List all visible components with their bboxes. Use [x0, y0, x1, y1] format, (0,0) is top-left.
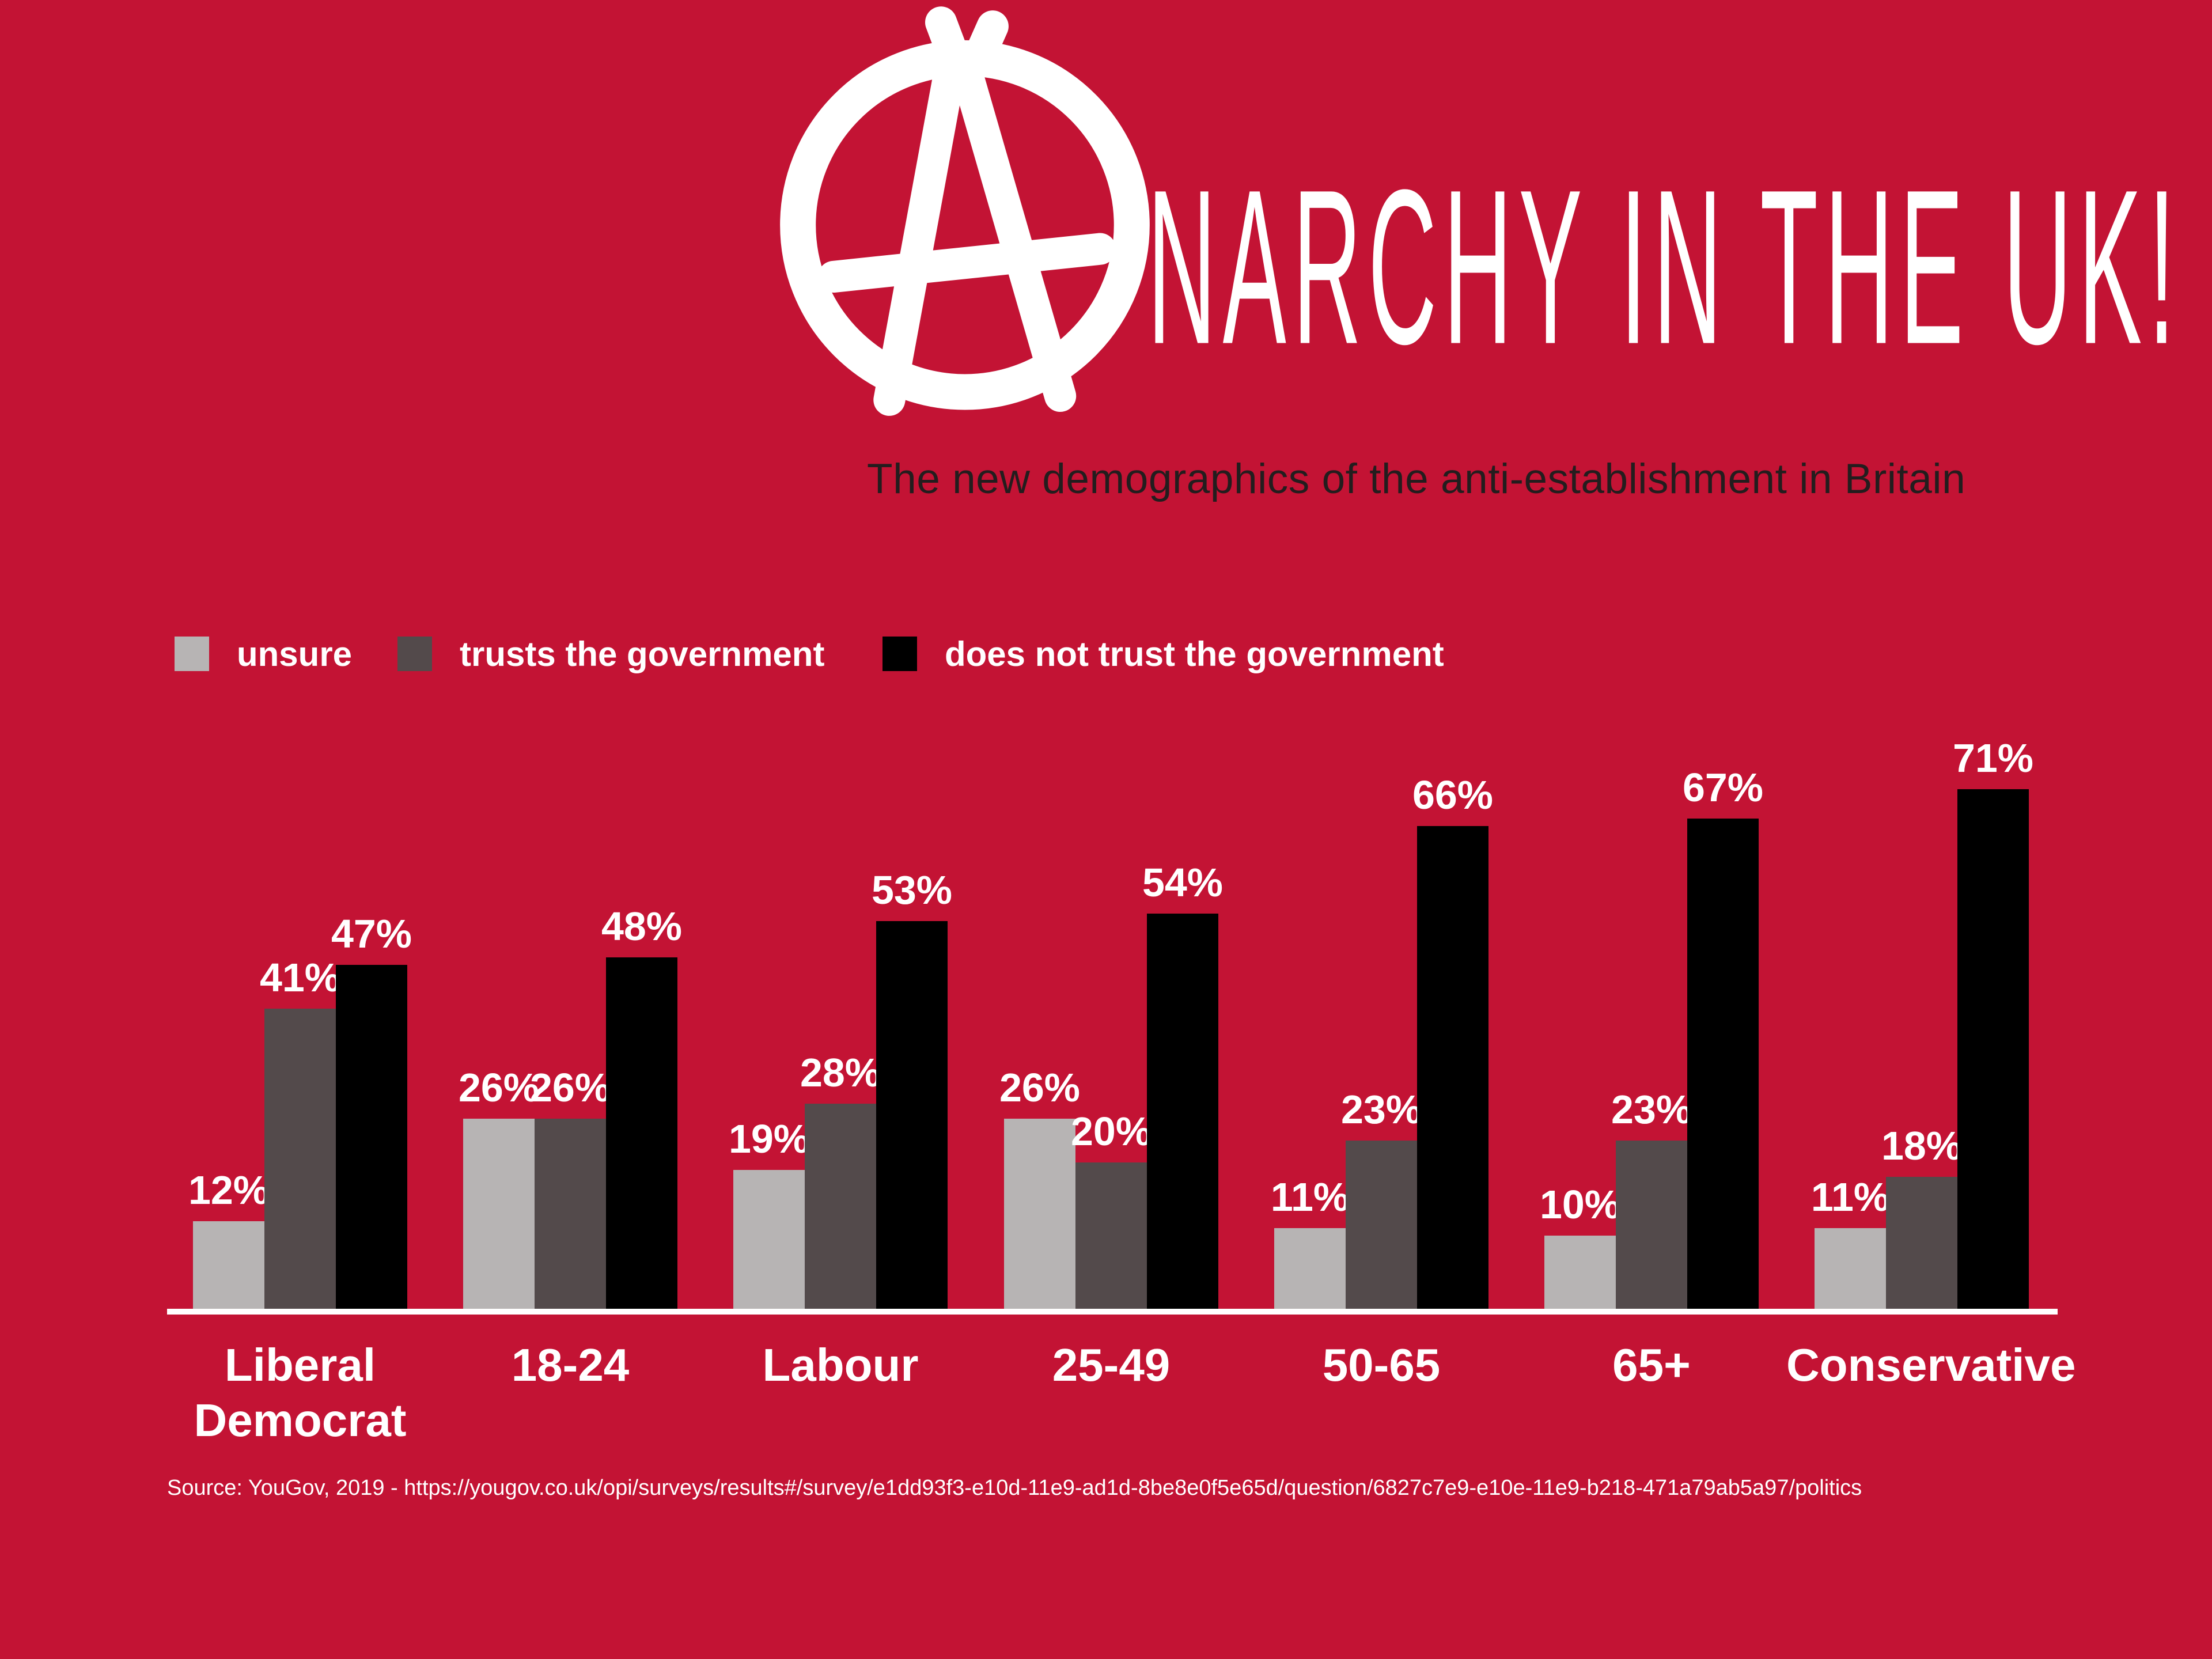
bar-value-label: 23%	[1611, 1087, 1692, 1132]
bar-value-label: 67%	[1682, 765, 1764, 810]
bar-value-label: 26%	[529, 1065, 611, 1110]
category-label-Conservative: Conservative	[1786, 1339, 2076, 1391]
bar-trusts-the-government-Labour	[805, 1104, 876, 1309]
bar-value-label: 11%	[1270, 1175, 1350, 1219]
bar-value-label: 47%	[331, 911, 412, 956]
bar-does-not-trust-the-government-18-24	[606, 957, 677, 1309]
page-title: NARCHY IN THE UK!	[1147, 145, 2182, 391]
category-label-25-49: 25-49	[1052, 1339, 1171, 1391]
bar-trusts-the-government-65+	[1616, 1141, 1687, 1309]
bar-does-not-trust-the-government-Labour	[876, 921, 948, 1309]
bar-value-label: 66%	[1412, 772, 1494, 817]
bar-value-label: 53%	[871, 868, 953, 912]
bar-value-label: 26%	[458, 1065, 540, 1110]
bar-does-not-trust-the-government-25-49	[1147, 914, 1218, 1309]
bar-does-not-trust-the-government-50-65	[1417, 826, 1488, 1309]
bar-unsure-Labour	[733, 1170, 805, 1309]
legend-label: trusts the government	[460, 634, 825, 673]
bar-trusts-the-government-50-65	[1346, 1141, 1417, 1309]
bar-does-not-trust-the-government-Liberal-Democrat	[336, 965, 407, 1309]
legend-label: unsure	[237, 634, 353, 673]
bar-value-label: 10%	[1539, 1182, 1621, 1227]
bar-unsure-25-49	[1004, 1119, 1075, 1309]
bar-does-not-trust-the-government-65+	[1687, 819, 1759, 1309]
bar-value-label: 54%	[1142, 860, 1224, 905]
category-label-50-65: 50-65	[1322, 1339, 1441, 1391]
category-label-65+: 65+	[1612, 1339, 1691, 1391]
legend-item-trusts-the-government: trusts the government	[397, 634, 825, 673]
bar-does-not-trust-the-government-Conservative	[1957, 789, 2029, 1309]
legend-swatch	[882, 637, 917, 671]
bar-unsure-18-24	[463, 1119, 535, 1309]
bar-trusts-the-government-18-24	[535, 1119, 606, 1309]
bar-value-label: 41%	[259, 955, 341, 1000]
bar-value-label: 19%	[728, 1116, 810, 1161]
anarchy-symbol-icon	[780, 6, 1150, 416]
bar-unsure-Liberal-Democrat	[193, 1221, 264, 1309]
legend-swatch	[397, 637, 432, 671]
bar-trusts-the-government-Conservative	[1886, 1177, 1957, 1309]
x-axis-line	[167, 1309, 2058, 1315]
category-label-Liberal-Democrat: Liberal Democrat	[194, 1339, 407, 1446]
bar-unsure-65+	[1544, 1236, 1616, 1309]
bar-unsure-50-65	[1274, 1228, 1346, 1309]
legend-swatch	[175, 637, 209, 671]
legend-item-unsure: unsure	[175, 634, 353, 673]
bar-value-label: 26%	[999, 1065, 1081, 1110]
bar-value-label: 28%	[800, 1050, 881, 1095]
category-label-18-24: 18-24	[511, 1339, 630, 1391]
legend-item-does-not-trust-the-government: does not trust the government	[882, 634, 1444, 673]
page-subtitle: The new demographics of the anti-establi…	[867, 456, 1966, 502]
bar-value-label: 71%	[1952, 736, 2034, 781]
category-label-Labour: Labour	[762, 1339, 919, 1391]
source-citation: Source: YouGov, 2019 - https://yougov.co…	[167, 1476, 1862, 1500]
bar-value-label: 23%	[1340, 1087, 1422, 1132]
bar-value-label: 11%	[1810, 1175, 1890, 1219]
bar-value-label: 12%	[188, 1168, 270, 1213]
bar-value-label: 20%	[1070, 1109, 1152, 1154]
bar-value-label: 48%	[601, 904, 683, 949]
bar-unsure-Conservative	[1815, 1228, 1886, 1309]
bar-value-label: 18%	[1881, 1123, 1963, 1168]
bar-trusts-the-government-25-49	[1075, 1162, 1147, 1309]
bar-trusts-the-government-Liberal-Democrat	[264, 1009, 336, 1309]
legend-label: does not trust the government	[945, 634, 1444, 673]
